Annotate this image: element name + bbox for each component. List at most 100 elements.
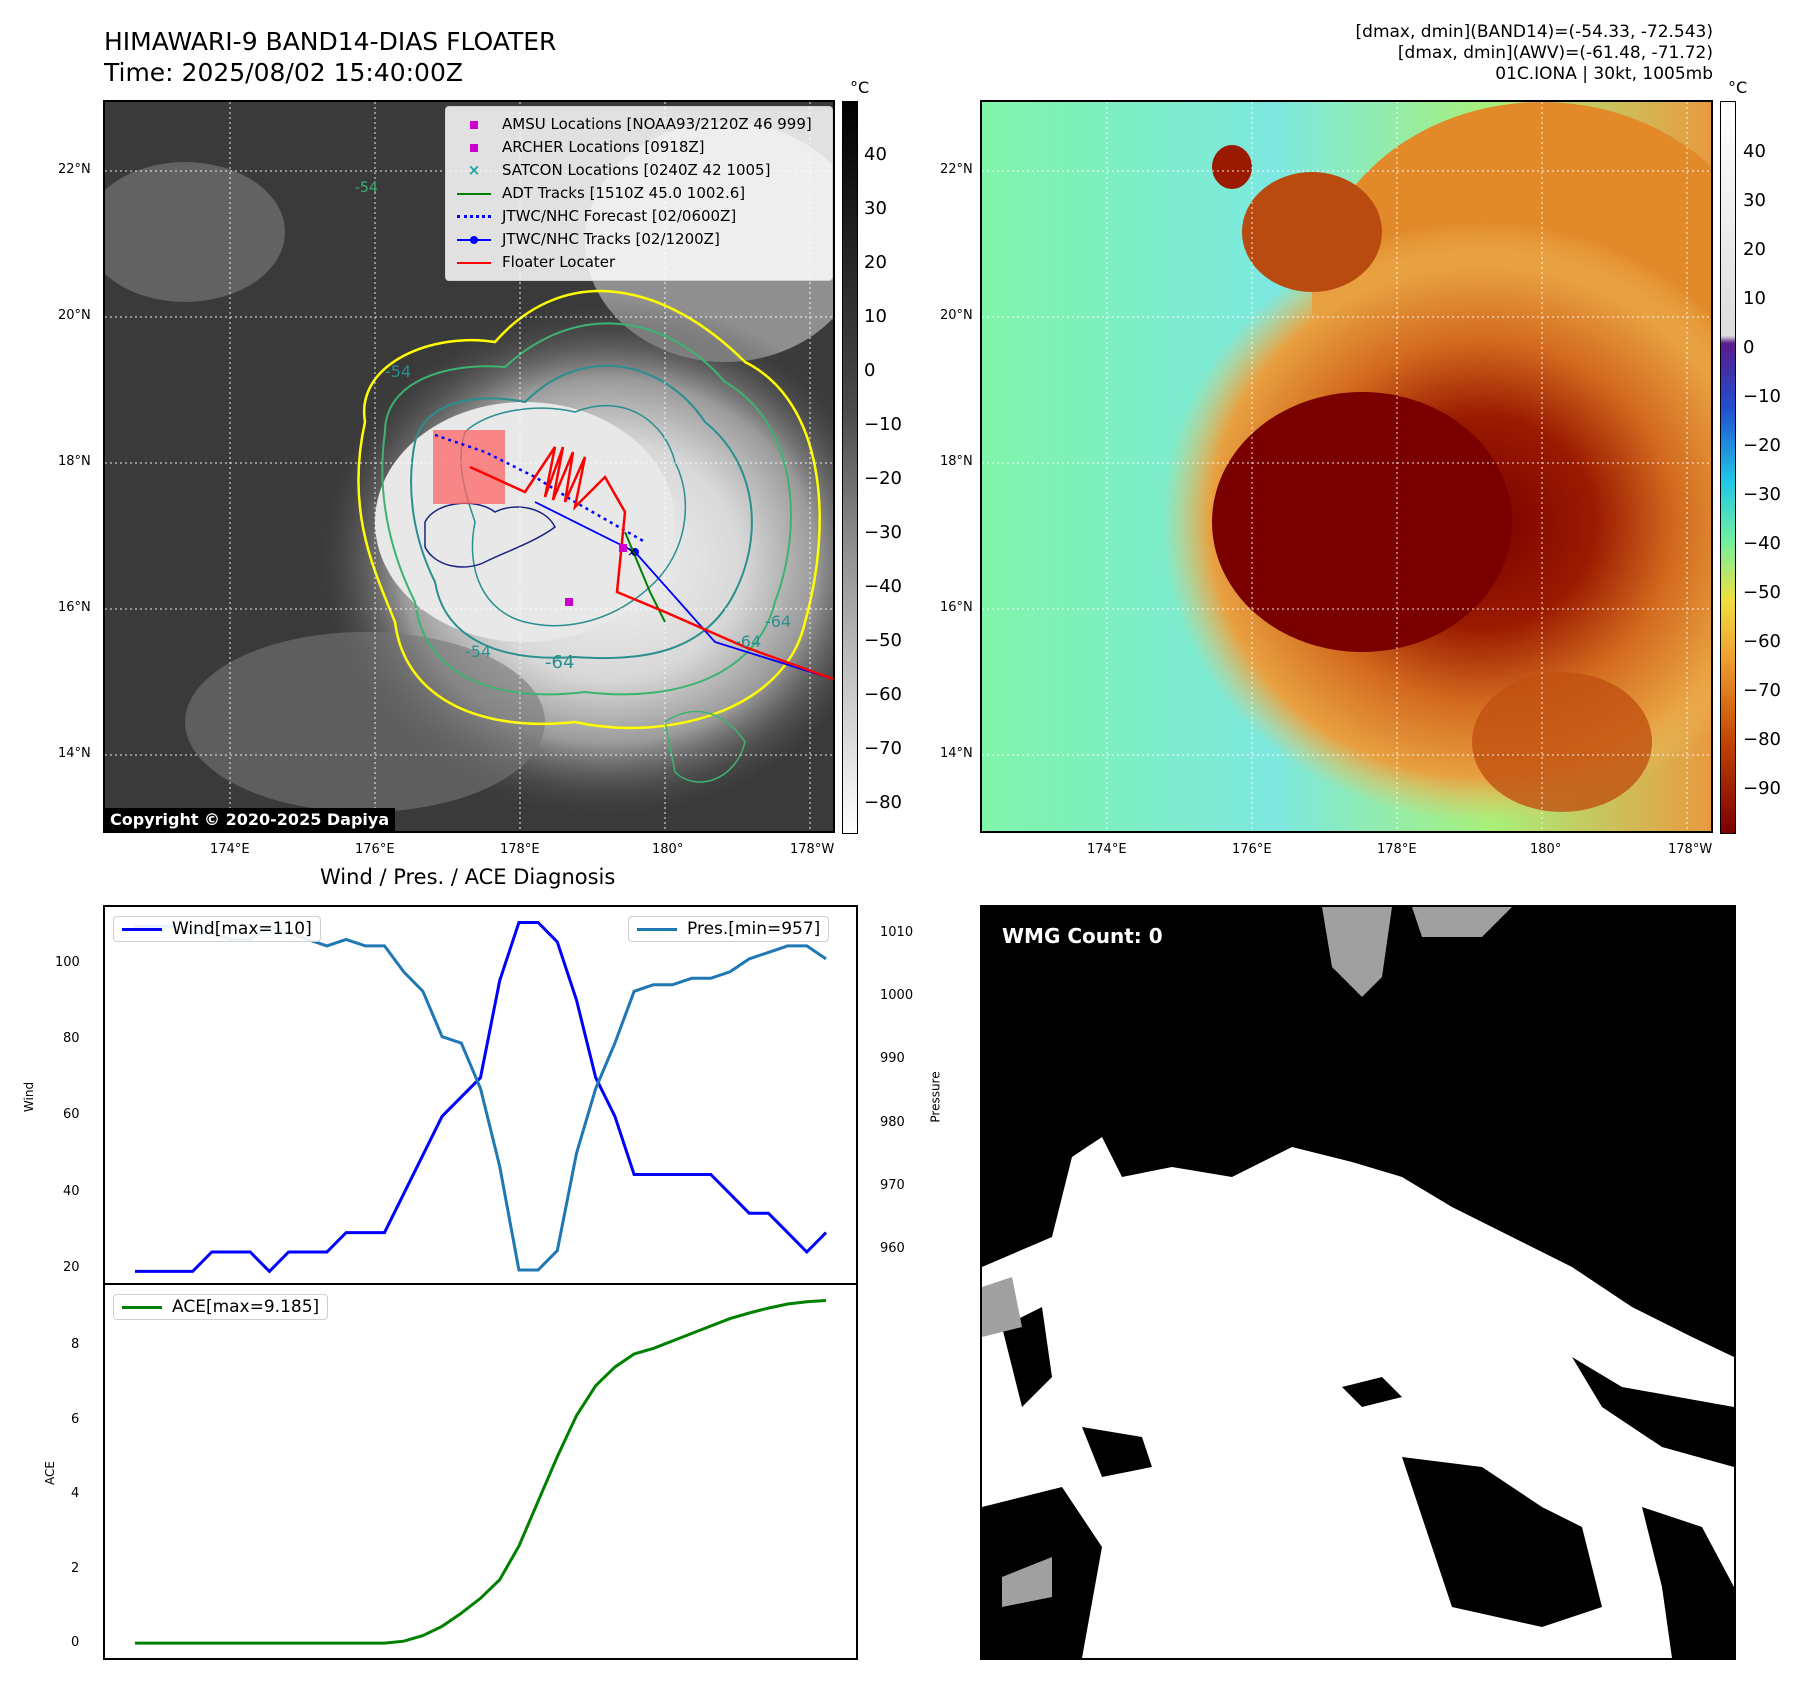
lon-label: 176°E <box>355 842 395 857</box>
colorbar-tick: −80 <box>864 792 902 813</box>
colorbar-tick: −60 <box>1743 631 1781 652</box>
wind-axis-label: Wind <box>22 1081 37 1113</box>
wind-tick: 40 <box>63 1184 80 1199</box>
colorbar-tick: 10 <box>1743 288 1766 309</box>
lon-label: 174°E <box>210 842 250 857</box>
colorbar-tick: −30 <box>864 522 902 543</box>
colorbar-tick: −40 <box>1743 533 1781 554</box>
line-icon <box>637 927 677 931</box>
wind-tick: 20 <box>63 1260 80 1275</box>
x-marker-icon: × <box>467 161 481 179</box>
legend-item-floater: Floater Locater <box>456 251 822 274</box>
colorbar-tick: −10 <box>864 414 902 435</box>
legend-item-forecast: JTWC/NHC Forecast [02/0600Z] <box>456 205 822 228</box>
awv-map-panel <box>980 100 1713 833</box>
ace-legend: ACE[max=9.185] <box>113 1294 329 1320</box>
contour-green <box>381 322 792 696</box>
pressure-tick: 970 <box>880 1178 905 1193</box>
colorbar-tick: 30 <box>864 198 887 219</box>
colorbar-tick: −70 <box>1743 680 1781 701</box>
contour-label: -64 <box>545 652 574 673</box>
legend-label: ADT Tracks [1510Z 45.0 1002.6] <box>502 184 746 202</box>
pressure-tick: 1010 <box>880 925 914 940</box>
pressure-tick: 960 <box>880 1241 905 1256</box>
stats-band14: [dmax, dmin](BAND14)=(-54.33, -72.543) <box>1355 22 1713 42</box>
line-dot-icon <box>456 233 492 247</box>
ace-tick: 4 <box>71 1486 80 1501</box>
legend-item-amsu: AMSU Locations [NOAA93/2120Z 46 999] <box>456 113 822 136</box>
colorbar-tick: −60 <box>864 684 902 705</box>
legend-label: JTWC/NHC Forecast [02/0600Z] <box>502 207 737 225</box>
colorbar-tick: −80 <box>1743 729 1781 750</box>
ace-series-line <box>135 1299 827 1645</box>
stats-storm: 01C.IONA | 30kt, 1005mb <box>1495 64 1713 84</box>
wmg-count-label: WMG Count: 0 <box>1002 924 1163 948</box>
bw-colorbar <box>842 101 858 834</box>
diagnosis-title: Wind / Pres. / ACE Diagnosis <box>320 865 616 889</box>
satcon-marker: × <box>627 545 637 559</box>
colorbar-tick: −30 <box>1743 484 1781 505</box>
colorbar-tick: −90 <box>1743 778 1781 799</box>
lat-label: 18°N <box>58 454 91 469</box>
wind-tick: 60 <box>63 1107 80 1122</box>
wmg-panel <box>980 905 1736 1660</box>
colorbar-tick: 40 <box>864 144 887 165</box>
colorbar-tick: −70 <box>864 738 902 759</box>
adt-track <box>624 531 666 623</box>
contour-label: -64 <box>765 612 791 631</box>
title-line-time: Time: 2025/08/02 15:40:00Z <box>104 58 463 87</box>
awv-gridlines <box>982 102 1711 831</box>
ace-tick: 8 <box>71 1337 80 1352</box>
lat-label: 22°N <box>940 162 973 177</box>
colorbar-tick: −40 <box>864 576 902 597</box>
legend-label: JTWC/NHC Tracks [02/1200Z] <box>502 230 720 248</box>
floater-locater-track <box>469 446 833 681</box>
copyright-label: Copyright © 2020-2025 Dapiya <box>104 808 396 831</box>
lat-label: 14°N <box>940 746 973 761</box>
pressure-tick: 980 <box>880 1115 905 1130</box>
stats-awv: [dmax, dmin](AWV)=(-61.48, -71.72) <box>1397 43 1713 63</box>
stats-block: [dmax, dmin](BAND14)=(-54.33, -72.543) [… <box>1356 22 1713 85</box>
jtwc-forecast-track <box>434 433 646 544</box>
lon-label: 178°E <box>1377 842 1417 857</box>
ace-tick: 6 <box>71 1412 80 1427</box>
line-icon <box>122 1305 162 1309</box>
line-icon <box>122 927 162 931</box>
amsu-marker <box>619 544 627 552</box>
awv-map-image <box>982 102 1711 831</box>
legend-label: SATCON Locations [0240Z 42 1005] <box>502 161 771 179</box>
colorbar-unit: °C <box>850 78 870 97</box>
contour-label: -64 <box>735 632 761 651</box>
contour-label: -54 <box>385 362 411 381</box>
ace-plot <box>135 1299 827 1645</box>
wind-pressure-panel <box>103 905 858 1285</box>
pressure-axis-label: Pressure <box>928 1071 943 1123</box>
lat-label: 14°N <box>58 746 91 761</box>
lat-label: 20°N <box>940 308 973 323</box>
colorbar-tick: 40 <box>1743 141 1766 162</box>
legend-item-tracks: JTWC/NHC Tracks [02/1200Z] <box>456 228 822 251</box>
ace-legend-label: ACE[max=9.185] <box>172 1297 320 1317</box>
contour-label: -54 <box>355 180 378 196</box>
lon-label: 174°E <box>1087 842 1127 857</box>
pressure-series-line <box>135 924 827 1272</box>
lon-label: 178°E <box>500 842 540 857</box>
pressure-tick: 990 <box>880 1051 905 1066</box>
lat-label: 18°N <box>940 454 973 469</box>
title-line-satellite: HIMAWARI-9 BAND14-DIAS FLOATER <box>104 27 557 56</box>
lon-label: 178°W <box>1668 842 1713 857</box>
wind-legend: Wind[max=110] <box>113 916 321 942</box>
square-marker-icon <box>456 118 492 132</box>
map-legend: AMSU Locations [NOAA93/2120Z 46 999] ARC… <box>445 106 833 281</box>
lon-label: 180° <box>1530 842 1562 857</box>
contour-green-east <box>664 710 746 783</box>
ace-axis-label: ACE <box>42 1461 57 1485</box>
colorbar-tick: −50 <box>1743 582 1781 603</box>
legend-label: Floater Locater <box>502 253 616 271</box>
legend-item-satcon: × SATCON Locations [0240Z 42 1005] <box>456 159 822 182</box>
colorbar-tick: 20 <box>864 252 887 273</box>
contour-teal-inner <box>460 404 687 627</box>
legend-label: ARCHER Locations [0918Z] <box>502 138 705 156</box>
colorbar-tick: −20 <box>864 468 902 489</box>
dotted-line-icon <box>456 210 492 224</box>
